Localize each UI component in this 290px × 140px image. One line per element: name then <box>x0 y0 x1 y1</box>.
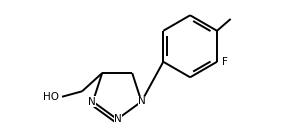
Text: N: N <box>88 97 96 107</box>
Text: HO: HO <box>43 92 59 102</box>
Text: N: N <box>114 114 122 124</box>
Text: N: N <box>137 96 145 106</box>
Text: F: F <box>222 57 228 67</box>
